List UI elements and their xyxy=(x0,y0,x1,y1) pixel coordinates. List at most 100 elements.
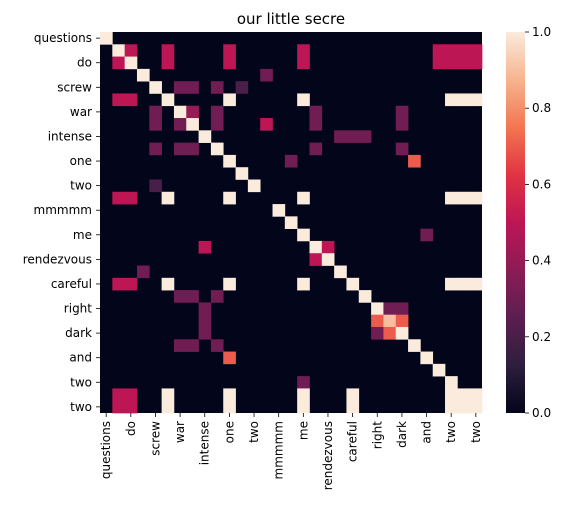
heatmap-cell xyxy=(457,277,471,291)
heatmap-cell xyxy=(432,56,446,70)
colorbar-tick-label: 0.0 xyxy=(532,406,551,420)
heatmap-cell xyxy=(124,191,138,205)
heatmap-cell xyxy=(321,253,335,266)
x-tick-label: mmmmm xyxy=(272,421,286,479)
heatmap-cells xyxy=(100,32,483,414)
heatmap-cell xyxy=(124,388,138,402)
heatmap-cell xyxy=(358,130,372,143)
heatmap-cell xyxy=(457,388,471,402)
y-tick-label: questions xyxy=(34,31,92,45)
heatmap-cell xyxy=(346,388,360,402)
heatmap-cell xyxy=(309,118,323,131)
heatmap-cell xyxy=(469,56,483,70)
heatmap-cell xyxy=(469,400,483,414)
y-tick-label: right xyxy=(64,302,92,316)
heatmap-cell xyxy=(284,154,298,168)
heatmap-cell xyxy=(223,44,236,57)
heatmap-cell xyxy=(297,376,310,389)
x-tick-label: do xyxy=(124,421,138,436)
heatmap-cell xyxy=(210,105,224,119)
heatmap-cell xyxy=(173,142,187,156)
heatmap-cell xyxy=(309,105,323,119)
heatmap-cell xyxy=(457,400,471,414)
heatmap-cell xyxy=(371,302,384,316)
heatmap-cell xyxy=(186,142,199,156)
heatmap-cell xyxy=(260,68,273,82)
heatmap-cell xyxy=(149,142,162,156)
heatmap-cell xyxy=(124,93,138,107)
heatmap-cell xyxy=(186,105,199,119)
heatmap-cell xyxy=(297,388,310,402)
heatmap-cell xyxy=(112,400,125,414)
y-tick-label: one xyxy=(70,154,92,168)
heatmap-cell xyxy=(408,154,421,168)
heatmap-cell xyxy=(223,93,236,107)
heatmap-cell xyxy=(223,351,236,365)
heatmap-cell xyxy=(223,277,236,291)
heatmap-cell xyxy=(124,56,138,70)
heatmap-cell xyxy=(260,118,273,131)
heatmap-cell xyxy=(457,93,471,107)
heatmap-cell xyxy=(247,179,261,193)
heatmap-cell xyxy=(309,240,323,254)
heatmap-cell xyxy=(321,240,335,254)
x-tick-label: two xyxy=(247,421,261,443)
heatmap-cell xyxy=(445,93,458,107)
heatmap-cell xyxy=(112,277,125,291)
chart-title: our little secre xyxy=(237,10,345,28)
heatmap-cell xyxy=(173,290,187,303)
colorbar-tick-label: 0.8 xyxy=(532,101,551,115)
x-tick-label: careful xyxy=(346,421,360,462)
heatmap-cell xyxy=(284,216,298,229)
heatmap-cell xyxy=(420,351,434,365)
heatmap-cell xyxy=(297,56,310,70)
heatmap-cell xyxy=(346,130,360,143)
heatmap-cell xyxy=(457,56,471,70)
heatmap-cell xyxy=(161,400,175,414)
y-axis: questions do screw war intense one two mmmmm me r… xyxy=(23,31,100,414)
heatmap-cell xyxy=(100,32,113,45)
heatmap-cell xyxy=(173,118,187,131)
heatmap-cell xyxy=(149,179,162,193)
heatmap-cell xyxy=(136,265,150,279)
heatmap-cell xyxy=(408,339,421,352)
x-tick-label: right xyxy=(370,421,384,449)
heatmap-cell xyxy=(346,277,360,291)
heatmap-cell xyxy=(198,240,212,254)
x-tick-label: one xyxy=(222,421,236,443)
heatmap-cell xyxy=(235,167,249,180)
heatmap-cell xyxy=(432,363,446,377)
heatmap-cell xyxy=(309,253,323,266)
x-tick-label: screw xyxy=(148,421,162,456)
heatmap-cell xyxy=(395,314,409,328)
heatmap-cell xyxy=(445,191,458,205)
x-axis: questions do screw war intense one two mmmmm me r… xyxy=(99,413,483,490)
y-tick-label: screw xyxy=(57,80,92,94)
colorbar-tick-label: 1.0 xyxy=(532,25,551,39)
heatmap-cell xyxy=(395,142,409,156)
heatmap-cell xyxy=(395,302,409,316)
heatmap-cell xyxy=(173,81,187,94)
x-tick-label: me xyxy=(296,421,310,440)
heatmap-cell xyxy=(371,314,384,328)
heatmap-cell xyxy=(371,326,384,340)
x-tick-label: and xyxy=(420,421,434,444)
x-tick-label: rendezvous xyxy=(321,421,335,490)
heatmap-cell xyxy=(395,105,409,119)
heatmap-cell xyxy=(223,191,236,205)
heatmap-cell xyxy=(272,204,286,217)
heatmap-cell xyxy=(469,191,483,205)
heatmap-cell xyxy=(469,93,483,107)
heatmap-cell xyxy=(210,339,224,352)
x-tick-label: questions xyxy=(99,421,113,479)
heatmap-cell xyxy=(235,81,249,94)
heatmap-cell xyxy=(223,154,236,168)
heatmap-cell xyxy=(112,191,125,205)
heatmap-cell xyxy=(161,44,175,57)
x-tick-label: two xyxy=(444,421,458,443)
y-tick-label: intense xyxy=(48,129,92,143)
heatmap-cell xyxy=(112,44,125,57)
y-tick-label: rendezvous xyxy=(23,252,92,266)
y-tick-label: me xyxy=(73,228,92,242)
